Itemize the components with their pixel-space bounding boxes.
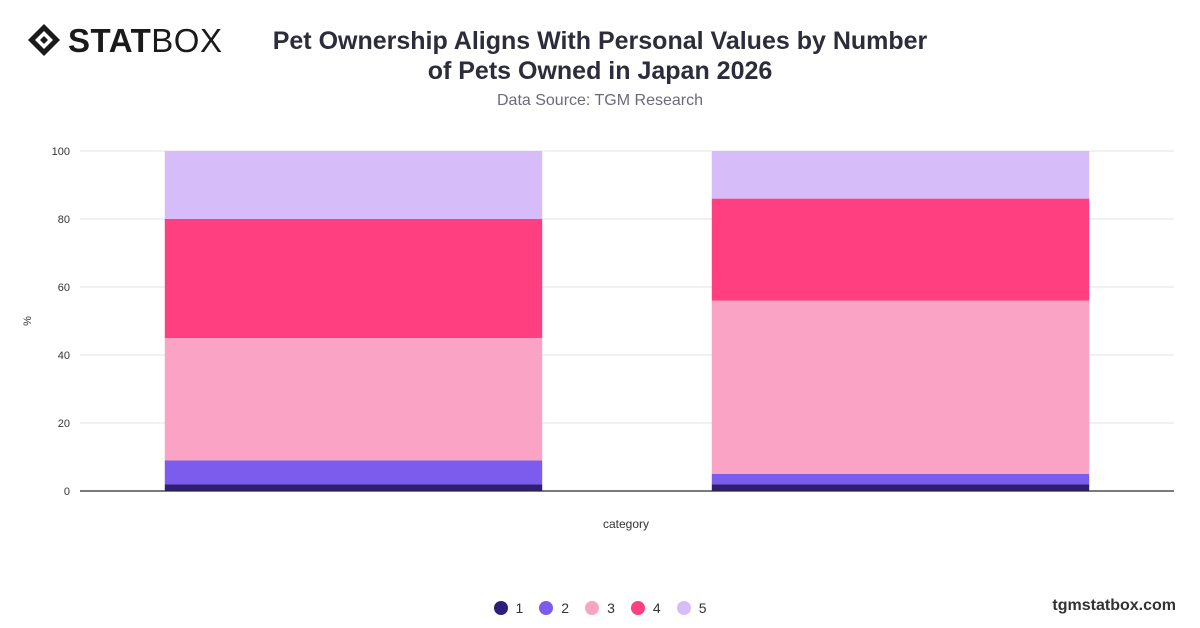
statbox-logo-icon bbox=[28, 24, 60, 56]
y-tick-label: 0 bbox=[64, 486, 70, 498]
data-source: Data Source: TGM Research bbox=[496, 92, 703, 109]
bar-segment-3 bbox=[711, 300, 1090, 474]
legend-item-4[interactable]: 4 bbox=[630, 600, 661, 616]
bar-segment-3 bbox=[164, 338, 543, 461]
site-url[interactable]: tgmstatbox.com bbox=[1052, 597, 1176, 614]
legend-label: 1 bbox=[515, 600, 524, 616]
y-axis-label: % bbox=[22, 316, 34, 326]
legend-item-2[interactable]: 2 bbox=[539, 600, 569, 616]
logo-text-light: BOX bbox=[151, 21, 223, 59]
y-tick-label: 60 bbox=[58, 282, 70, 294]
legend-item-1[interactable]: 1 bbox=[493, 600, 524, 616]
statbox-logo-text: STATBOX bbox=[68, 24, 222, 57]
legend-label: 5 bbox=[698, 600, 707, 616]
bar-segment-1 bbox=[164, 484, 543, 491]
bar-segment-4 bbox=[164, 219, 543, 338]
statbox-logo: STATBOX bbox=[26, 22, 222, 58]
y-tick-label: 80 bbox=[58, 214, 70, 226]
legend-label: 4 bbox=[652, 600, 661, 616]
legend-item-5[interactable]: 5 bbox=[676, 600, 707, 616]
chart-title-line1: Pet Ownership Aligns With Personal Value… bbox=[272, 27, 928, 55]
legend-label: 2 bbox=[561, 600, 570, 616]
y-tick-label: 40 bbox=[58, 350, 70, 362]
bar-segment-1 bbox=[711, 484, 1090, 491]
logo-text-bold: STAT bbox=[68, 21, 152, 59]
y-tick-label: 100 bbox=[52, 146, 70, 158]
legend-dot bbox=[630, 601, 645, 615]
bar-segment-2 bbox=[711, 474, 1090, 485]
chart-legend: 1 2 3 4 5 bbox=[0, 600, 1200, 616]
legend-dot bbox=[585, 601, 600, 615]
legend-label: 3 bbox=[607, 600, 615, 616]
chart-title-line2: of Pets Owned in Japan 2026 bbox=[427, 57, 773, 85]
bar-segment-2 bbox=[164, 460, 543, 485]
bar-segment-4 bbox=[711, 198, 1090, 301]
y-tick-label: 20 bbox=[58, 418, 70, 430]
bar-segment-5 bbox=[711, 151, 1090, 199]
legend-dot bbox=[493, 601, 508, 615]
x-axis-label: category bbox=[603, 517, 649, 531]
legend-dot bbox=[676, 601, 691, 615]
bar-segment-5 bbox=[164, 151, 543, 219]
chart-title: Pet Ownership Aligns With Personal Value… bbox=[250, 26, 950, 86]
legend-item-3[interactable]: 3 bbox=[585, 600, 615, 616]
legend-dot bbox=[539, 601, 554, 615]
